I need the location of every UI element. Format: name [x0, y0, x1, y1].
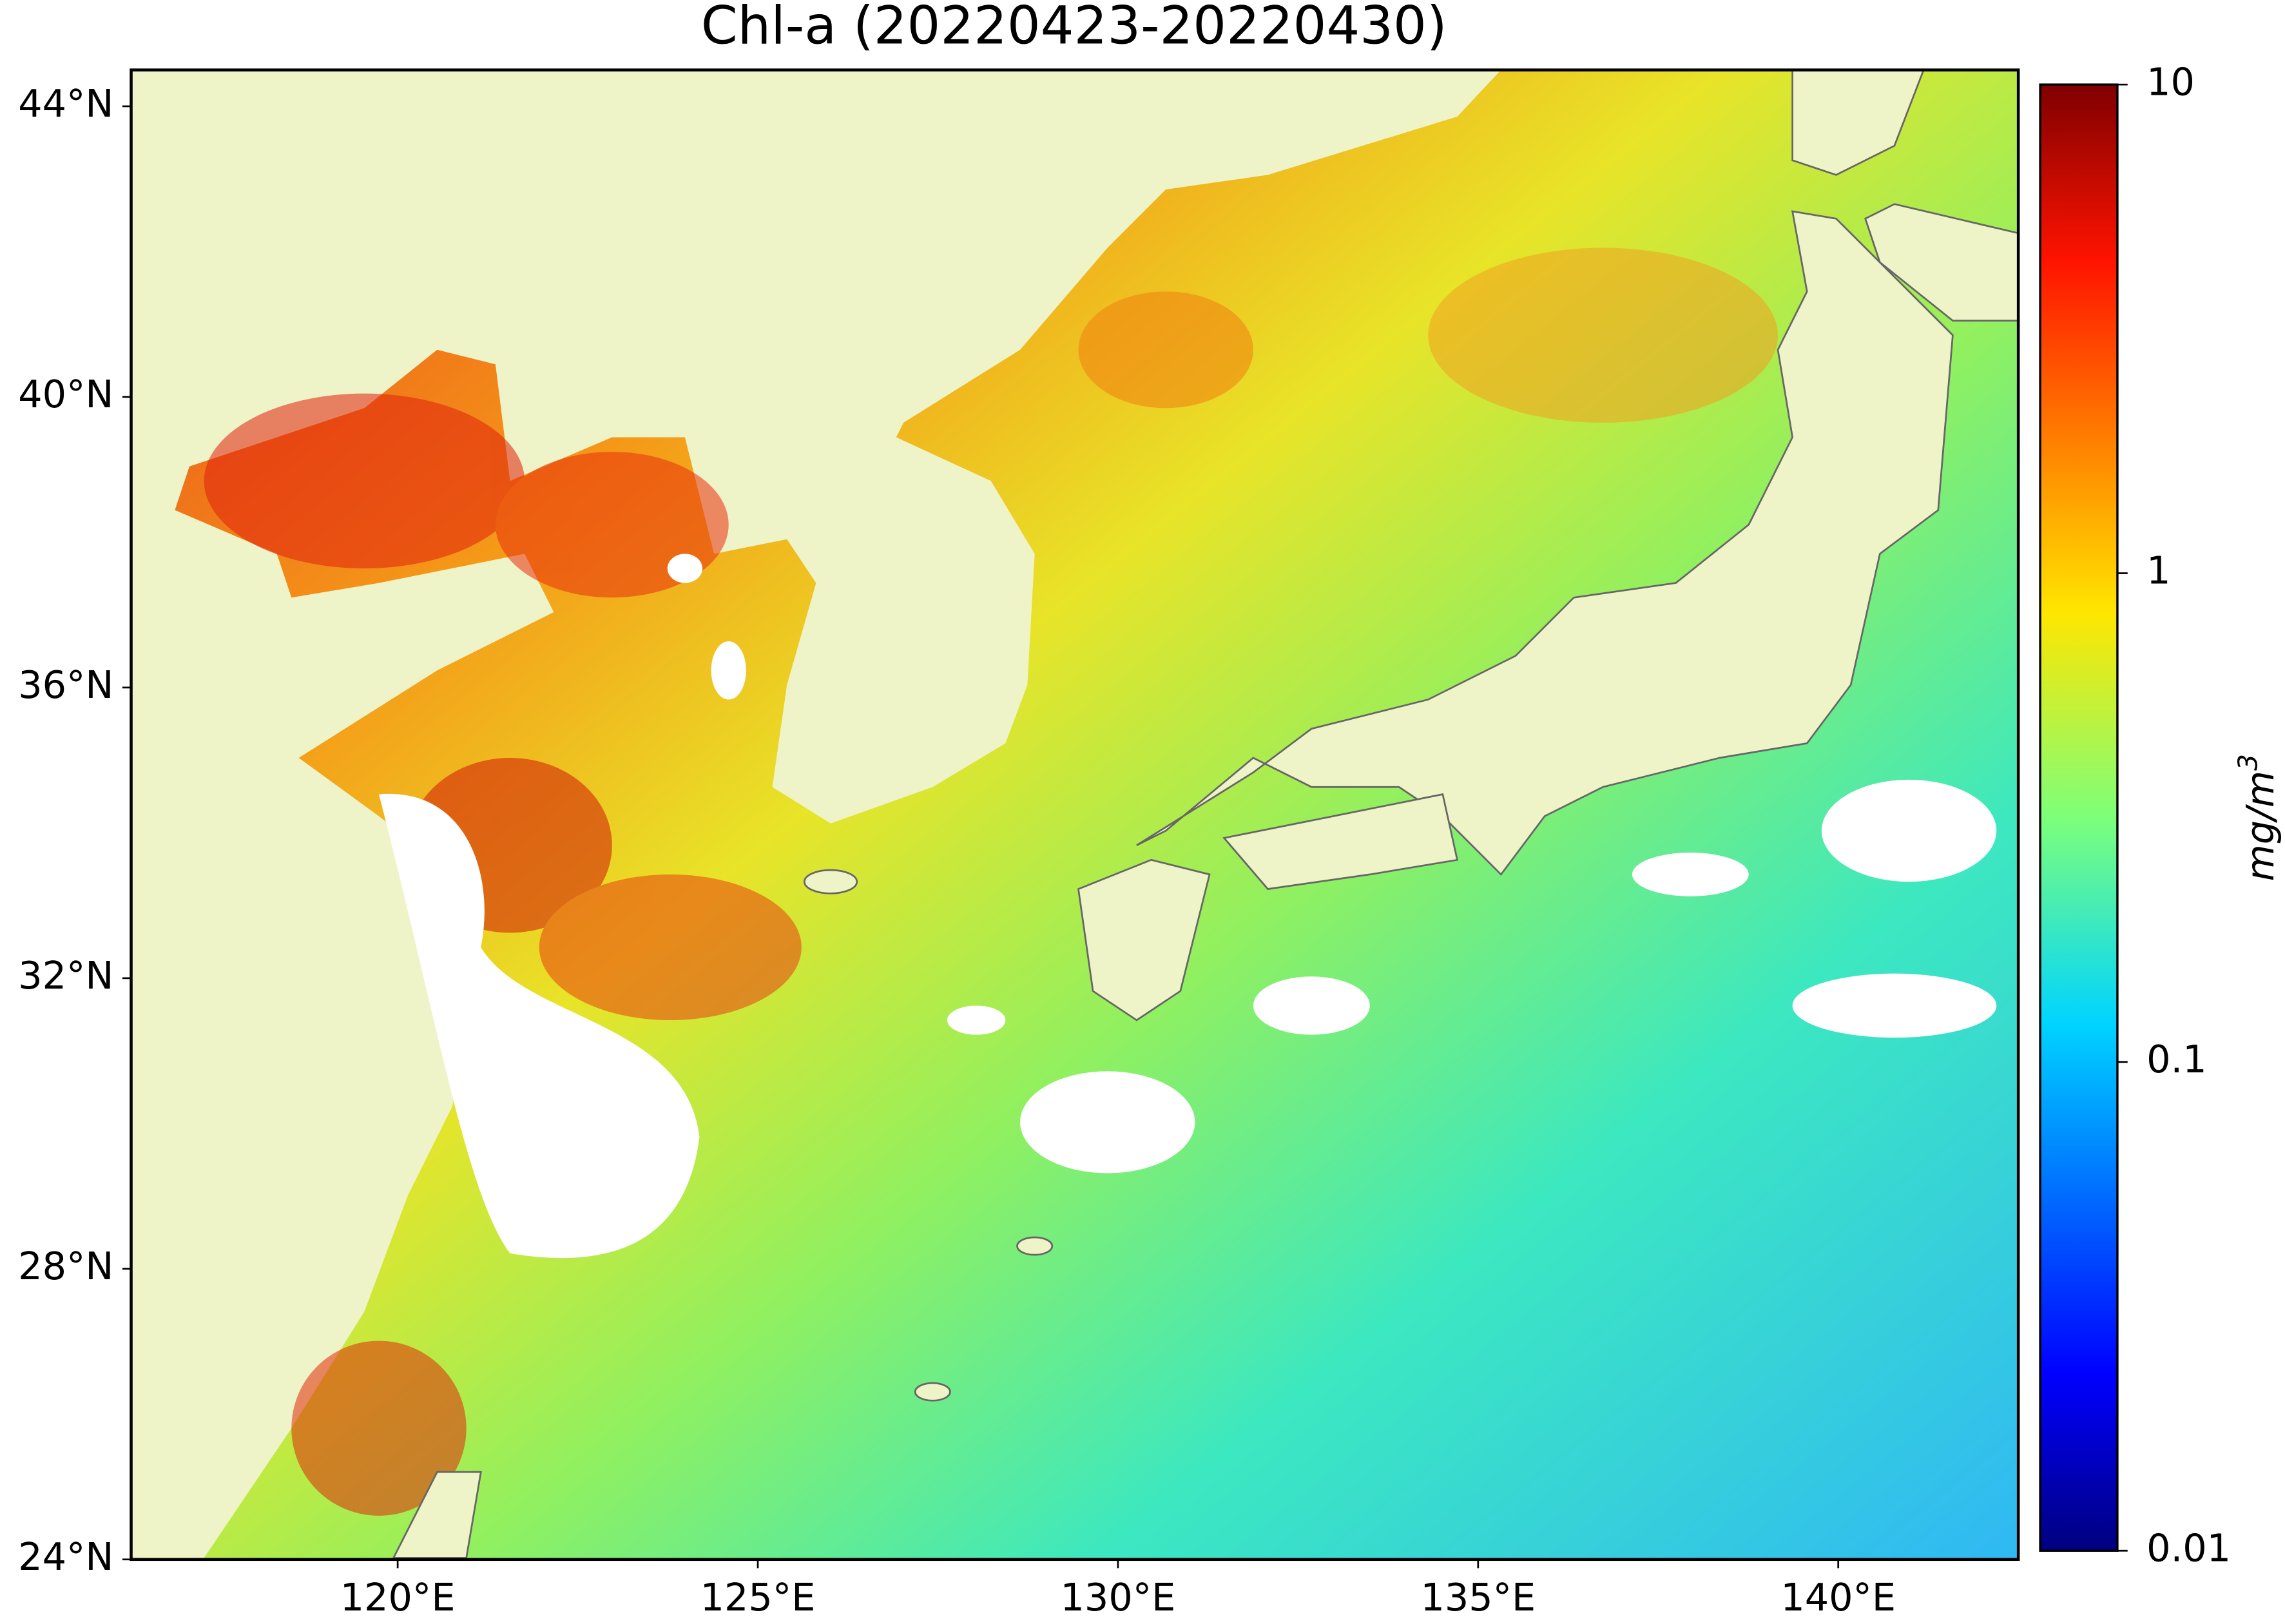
high-chl-patches [204, 247, 1779, 1516]
y-tick-label: 28°N [18, 1244, 113, 1288]
x-tick-label: 130°E [1061, 1575, 1176, 1619]
y-tick-label: 44°N [18, 81, 113, 126]
x-tick-label: 120°E [340, 1575, 456, 1619]
y-tick-label: 24°N [18, 1534, 113, 1579]
islands [392, 70, 2019, 1559]
map-title: Chl-a (20220423-20220430) [701, 0, 1447, 57]
colorbar-tick-label: 0.01 [2146, 1525, 2231, 1570]
colorbar-tick-label: 10 [2146, 59, 2195, 104]
x-tick-label: 140°E [1780, 1575, 1896, 1619]
colorbar-label: mg/m3 [2233, 754, 2282, 882]
x-tick-label: 125°E [700, 1575, 816, 1619]
colorbar-label-exponent: 3 [2233, 754, 2264, 771]
colorbar-tick-label: 0.1 [2146, 1037, 2206, 1081]
map-image [131, 70, 2019, 1560]
colorbar [2039, 83, 2119, 1552]
y-tick-label: 36°N [18, 662, 113, 707]
y-tick-label: 40°N [18, 372, 113, 416]
cloud-gaps [378, 554, 1997, 1259]
y-tick-label: 32°N [18, 953, 113, 998]
map-frame [130, 68, 2020, 1561]
colorbar-label-base: mg/m [2238, 771, 2282, 882]
x-tick-label: 135°E [1420, 1575, 1536, 1619]
colorbar-tick-label: 1 [2146, 548, 2170, 593]
